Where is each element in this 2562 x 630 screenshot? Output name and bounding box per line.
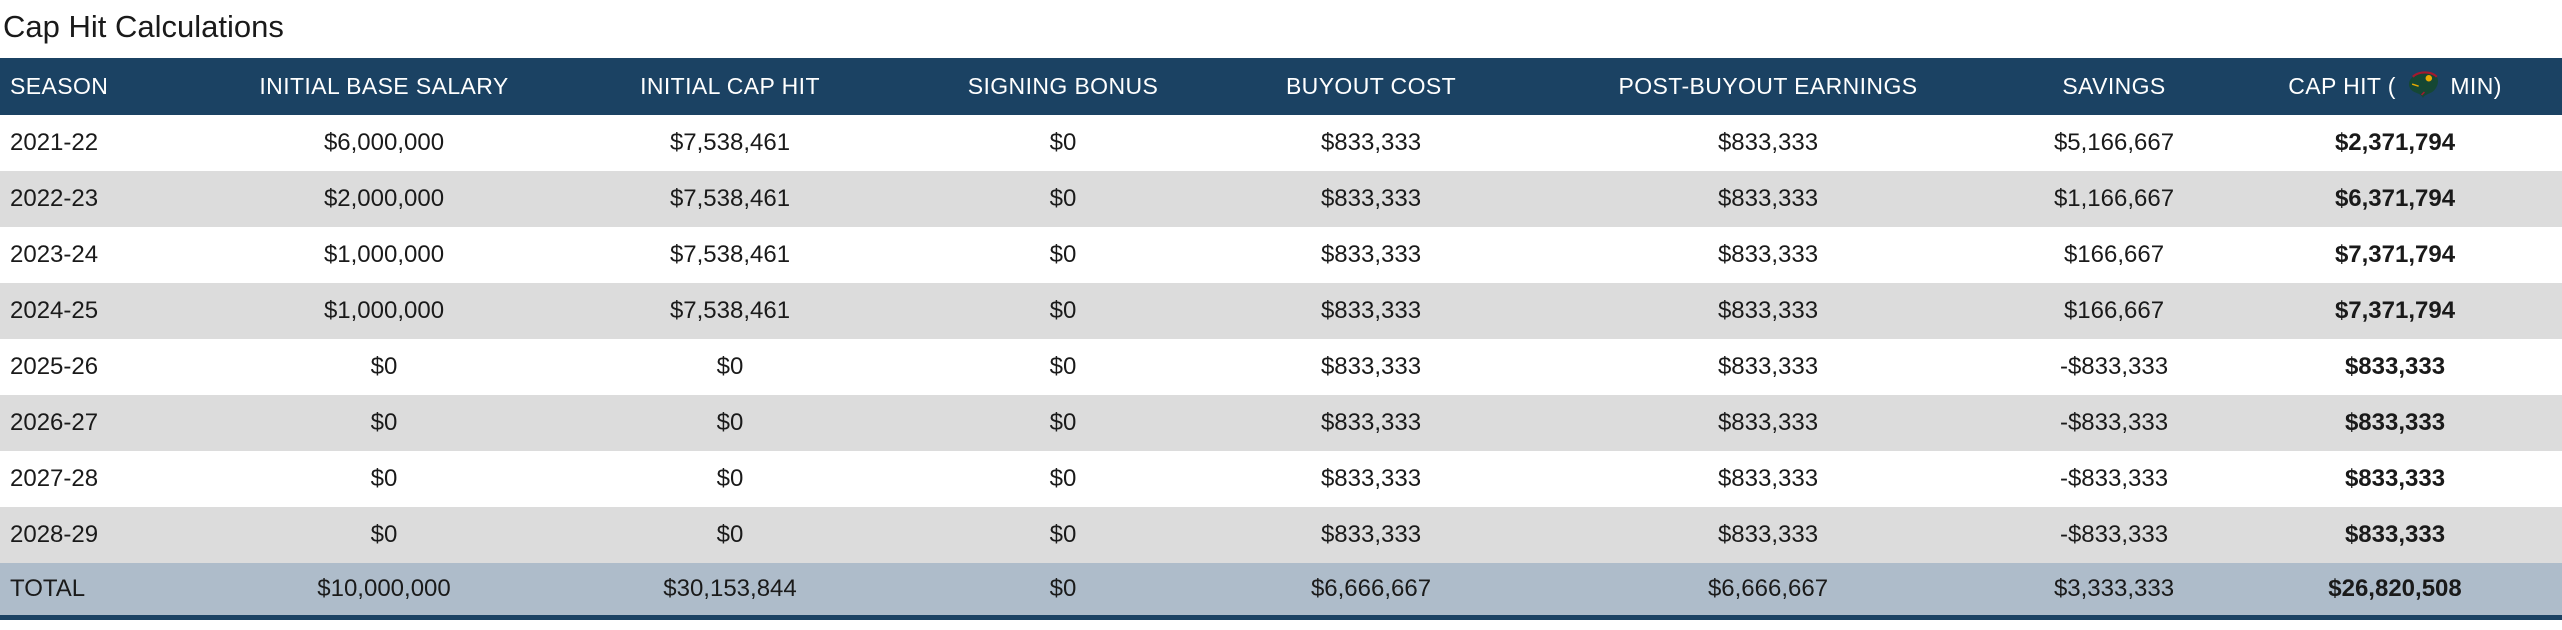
savings-cell: -$833,333 [2000, 507, 2228, 563]
post-buyout-earnings-cell: $833,333 [1536, 283, 2000, 339]
initial-base-salary-cell: $0 [228, 507, 540, 563]
savings-cell: -$833,333 [2000, 339, 2228, 395]
signing-bonus-cell: $0 [920, 283, 1206, 339]
page-title: Cap Hit Calculations [3, 9, 284, 44]
initial-base-salary-cell: $0 [228, 339, 540, 395]
cap-hit-min-cell: $833,333 [2228, 395, 2562, 451]
initial-base-salary-cell: $1,000,000 [228, 283, 540, 339]
initial-cap-hit-cell: $0 [540, 339, 920, 395]
table-row: 2025-26 $0 $0 $0 $833,333 $833,333 -$833,333 $8… [0, 339, 2562, 395]
signing-bonus-cell: $0 [920, 171, 1206, 227]
buyout-cost-cell: $833,333 [1206, 115, 1536, 171]
signing-bonus-cell: $0 [920, 395, 1206, 451]
column-header-cap-hit-min: CAP HIT ( MIN) [2228, 58, 2562, 115]
initial-cap-hit-cell: $7,538,461 [540, 227, 920, 283]
signing-bonus-cell: $0 [920, 507, 1206, 563]
signing-bonus-cell: $0 [920, 451, 1206, 507]
total-initial-base-salary-cell: $10,000,000 [228, 563, 540, 617]
savings-cell: -$833,333 [2000, 451, 2228, 507]
total-post-buyout-earnings-cell: $6,666,667 [1536, 563, 2000, 617]
initial-base-salary-cell: $0 [228, 395, 540, 451]
post-buyout-earnings-cell: $833,333 [1536, 395, 2000, 451]
table-header-row: SEASON INITIAL BASE SALARY INITIAL CAP HIT… [0, 58, 2562, 115]
initial-cap-hit-cell: $0 [540, 395, 920, 451]
buyout-cost-cell: $833,333 [1206, 227, 1536, 283]
table-row: 2026-27 $0 $0 $0 $833,333 $833,333 -$833,333 $8… [0, 395, 2562, 451]
column-header-savings: SAVINGS [2000, 58, 2228, 115]
minnesota-wild-logo-icon [2408, 71, 2438, 99]
savings-cell: -$833,333 [2000, 395, 2228, 451]
initial-cap-hit-cell: $0 [540, 507, 920, 563]
season-cell: 2025-26 [0, 339, 228, 395]
initial-base-salary-cell: $2,000,000 [228, 171, 540, 227]
cap-hit-min-cell: $7,371,794 [2228, 227, 2562, 283]
cap-hit-table: SEASON INITIAL BASE SALARY INITIAL CAP HIT… [0, 58, 2562, 620]
buyout-cost-cell: $833,333 [1206, 451, 1536, 507]
buyout-cost-cell: $833,333 [1206, 171, 1536, 227]
savings-cell: $166,667 [2000, 227, 2228, 283]
initial-cap-hit-cell: $7,538,461 [540, 115, 920, 171]
savings-cell: $166,667 [2000, 283, 2228, 339]
initial-base-salary-cell: $6,000,000 [228, 115, 540, 171]
post-buyout-earnings-cell: $833,333 [1536, 339, 2000, 395]
signing-bonus-cell: $0 [920, 227, 1206, 283]
season-cell: 2028-29 [0, 507, 228, 563]
initial-base-salary-cell: $1,000,000 [228, 227, 540, 283]
signing-bonus-cell: $0 [920, 339, 1206, 395]
buyout-cost-cell: $833,333 [1206, 339, 1536, 395]
table-row: 2024-25 $1,000,000 $7,538,461 $0 $833,333 $83… [0, 283, 2562, 339]
column-header-label-before-icon: CAP HIT ( [2288, 72, 2396, 99]
cap-hit-min-cell: $833,333 [2228, 451, 2562, 507]
season-cell: 2027-28 [0, 451, 228, 507]
cap-hit-min-cell: $833,333 [2228, 339, 2562, 395]
season-cell: 2021-22 [0, 115, 228, 171]
cap-hit-min-cell: $2,371,794 [2228, 115, 2562, 171]
savings-cell: $1,166,667 [2000, 171, 2228, 227]
post-buyout-earnings-cell: $833,333 [1536, 171, 2000, 227]
total-initial-cap-hit-cell: $30,153,844 [540, 563, 920, 617]
column-header-season: SEASON [0, 58, 228, 115]
buyout-cost-cell: $833,333 [1206, 283, 1536, 339]
column-header-label-after-icon: MIN) [2450, 72, 2502, 99]
total-savings-cell: $3,333,333 [2000, 563, 2228, 617]
total-cap-hit-min-cell: $26,820,508 [2228, 563, 2562, 617]
cap-hit-min-cell: $833,333 [2228, 507, 2562, 563]
table-total-row: TOTAL $10,000,000 $30,153,844 $0 $6,666,667 $… [0, 563, 2562, 617]
initial-cap-hit-cell: $7,538,461 [540, 171, 920, 227]
buyout-cost-cell: $833,333 [1206, 507, 1536, 563]
signing-bonus-cell: $0 [920, 115, 1206, 171]
table-row: 2022-23 $2,000,000 $7,538,461 $0 $833,333 $83… [0, 171, 2562, 227]
season-cell: 2024-25 [0, 283, 228, 339]
initial-base-salary-cell: $0 [228, 451, 540, 507]
cap-hit-min-cell: $7,371,794 [2228, 283, 2562, 339]
initial-cap-hit-cell: $0 [540, 451, 920, 507]
post-buyout-earnings-cell: $833,333 [1536, 451, 2000, 507]
buyout-cost-cell: $833,333 [1206, 395, 1536, 451]
total-buyout-cost-cell: $6,666,667 [1206, 563, 1536, 617]
column-header-initial-cap-hit: INITIAL CAP HIT [540, 58, 920, 115]
total-season-cell: TOTAL [0, 563, 228, 617]
table-row: 2023-24 $1,000,000 $7,538,461 $0 $833,333 $83… [0, 227, 2562, 283]
season-cell: 2022-23 [0, 171, 228, 227]
savings-cell: $5,166,667 [2000, 115, 2228, 171]
season-cell: 2023-24 [0, 227, 228, 283]
initial-cap-hit-cell: $7,538,461 [540, 283, 920, 339]
season-cell: 2026-27 [0, 395, 228, 451]
column-header-initial-base-salary: INITIAL BASE SALARY [228, 58, 540, 115]
table-row: 2021-22 $6,000,000 $7,538,461 $0 $833,333 $83… [0, 115, 2562, 171]
post-buyout-earnings-cell: $833,333 [1536, 507, 2000, 563]
post-buyout-earnings-cell: $833,333 [1536, 115, 2000, 171]
post-buyout-earnings-cell: $833,333 [1536, 227, 2000, 283]
table-row: 2027-28 $0 $0 $0 $833,333 $833,333 -$833,333 $8… [0, 451, 2562, 507]
table-row: 2028-29 $0 $0 $0 $833,333 $833,333 -$833,333 $8… [0, 507, 2562, 563]
total-signing-bonus-cell: $0 [920, 563, 1206, 617]
column-header-buyout-cost: BUYOUT COST [1206, 58, 1536, 115]
cap-hit-min-cell: $6,371,794 [2228, 171, 2562, 227]
column-header-signing-bonus: SIGNING BONUS [920, 58, 1206, 115]
column-header-post-buyout-earnings: POST-BUYOUT EARNINGS [1536, 58, 2000, 115]
